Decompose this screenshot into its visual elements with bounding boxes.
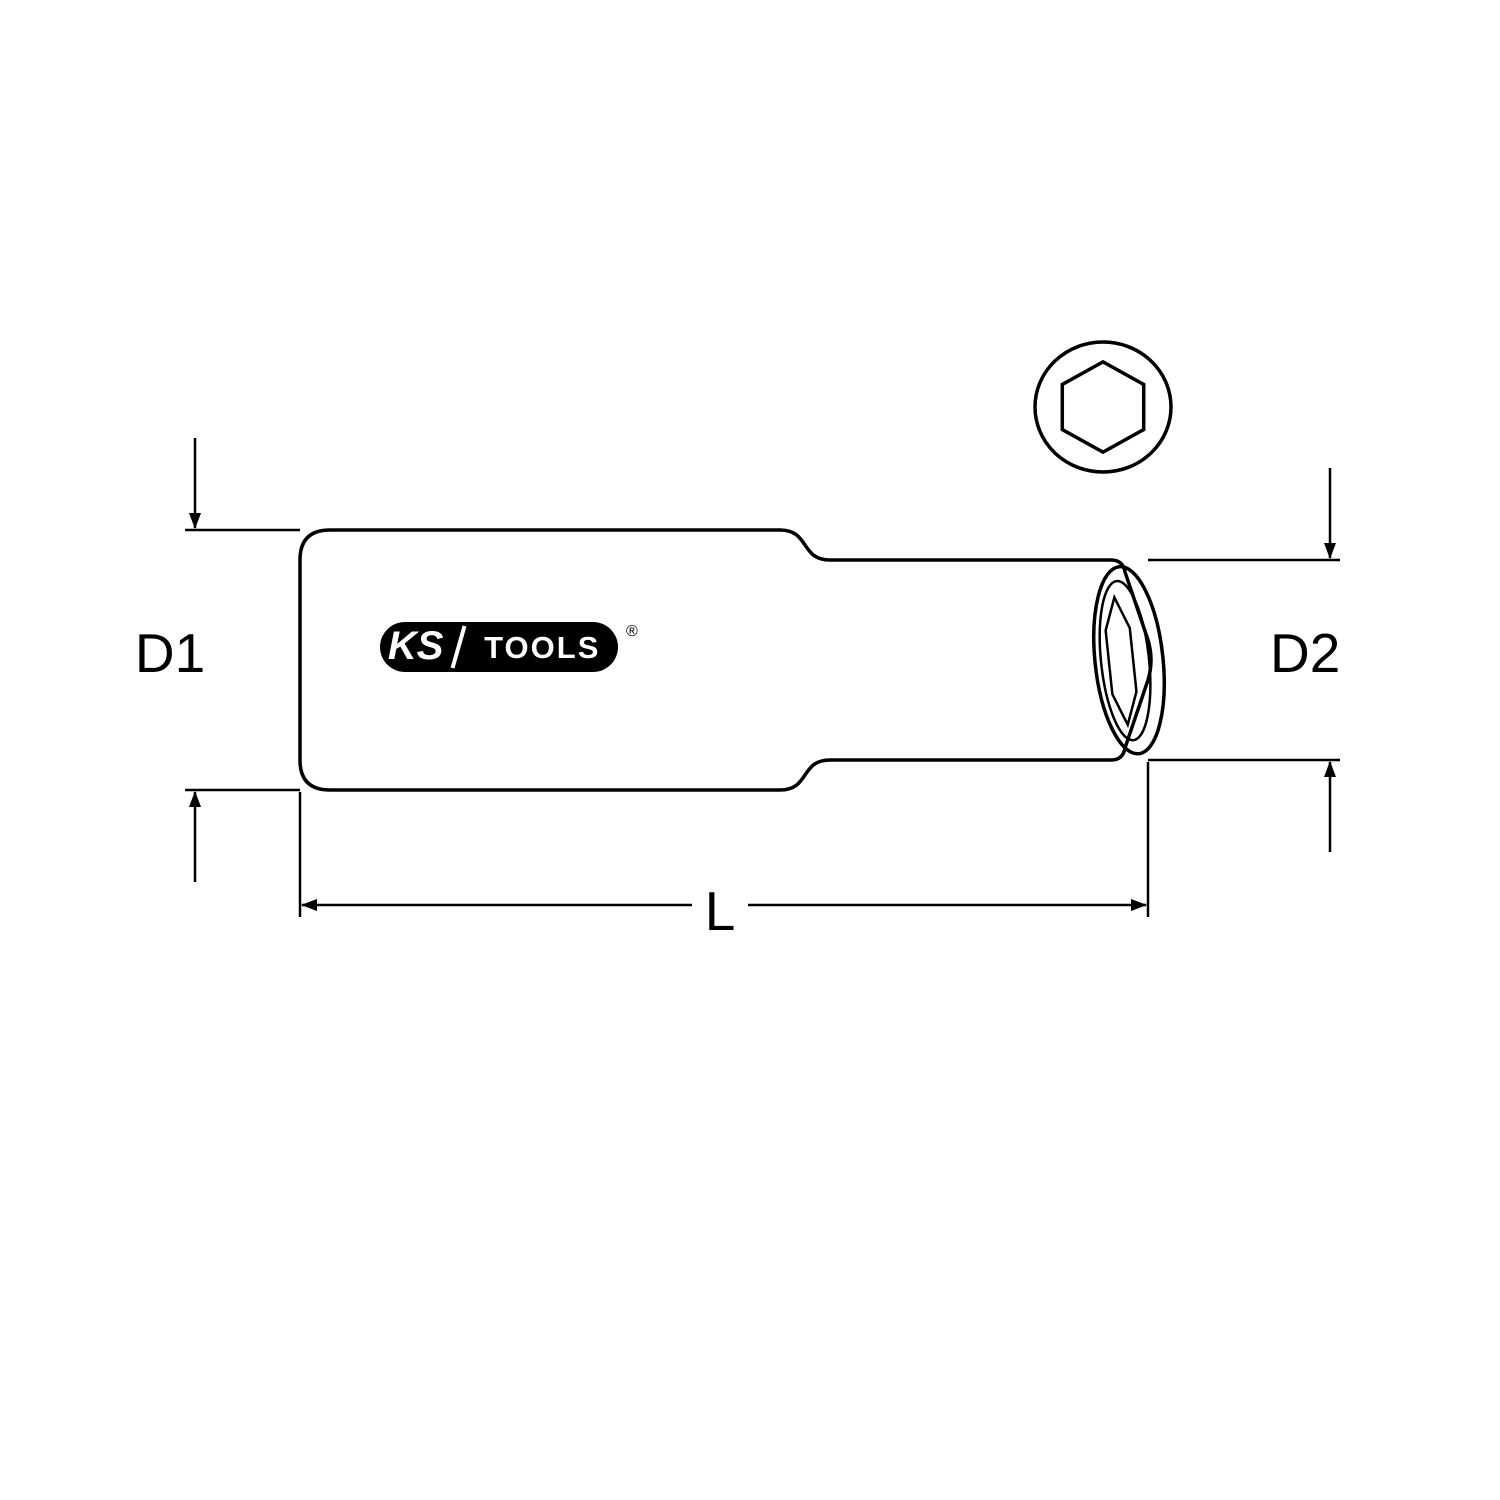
l-label: L [705,880,736,942]
brand-registered-mark: ® [626,623,638,640]
socket-face-hex-drive [1102,596,1139,726]
brand-logo-ks: KS [388,624,444,668]
brand-logo-tools: TOOLS [484,630,600,665]
socket-face-outer-ring [1085,563,1172,757]
brand-logo: KS TOOLS ® [380,622,638,672]
d1-label: D1 [135,622,205,684]
d2-label: D2 [1270,622,1340,684]
